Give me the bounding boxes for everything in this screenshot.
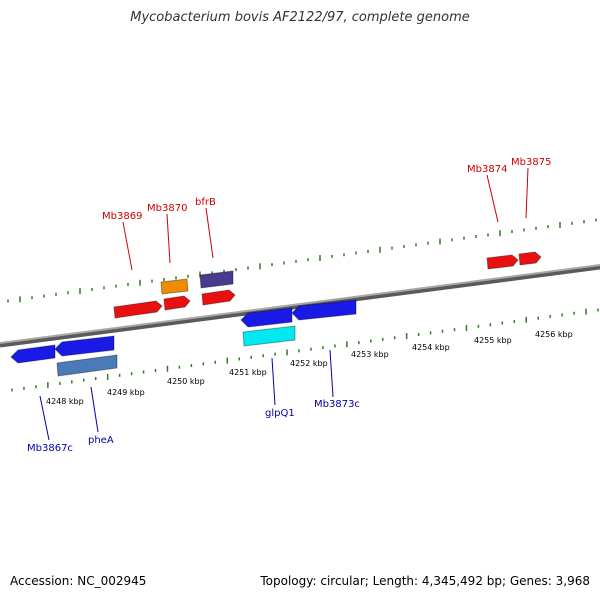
gene-arrow-mb3870[interactable] [163, 295, 191, 311]
scale-label: 4256 kbp [535, 330, 573, 339]
scale-label: 4254 kbp [412, 343, 450, 352]
gene-label-mb3874[interactable]: Mb3874 [467, 164, 507, 175]
upper-tick-row [7, 218, 597, 303]
gene-arrow-mb3869[interactable] [113, 300, 163, 319]
scale-label: 4252 kbp [290, 359, 328, 368]
scale-label: 4250 kbp [167, 377, 205, 386]
gene-box-purple[interactable] [199, 270, 234, 289]
gene-arrow-glpq1-neighbor[interactable] [240, 307, 293, 328]
scale-labels: 4248 kbp 4249 kbp 4250 kbp 4251 kbp 4252… [46, 330, 573, 406]
lower-tick-row [11, 308, 599, 392]
scale-label: 4255 kbp [474, 336, 512, 345]
gene-arrow-mb3867c[interactable] [10, 344, 56, 364]
gene-label-bfrb[interactable]: bfrB [195, 197, 216, 208]
gene-label-mb3869[interactable]: Mb3869 [102, 211, 142, 222]
gene-arrow-mb3875[interactable] [518, 251, 542, 266]
gene-arrow-mb3873c[interactable] [291, 299, 357, 321]
forward-leader-lines [122, 167, 529, 271]
gene-arrow-mb3874[interactable] [486, 254, 519, 270]
scale-label: 4251 kbp [229, 368, 267, 377]
gene-box-steel[interactable] [56, 354, 118, 377]
gene-arrow-phea[interactable] [54, 335, 115, 357]
map-title: Mycobacterium bovis AF2122/97, complete … [130, 10, 470, 25]
gene-label-mb3873c[interactable]: Mb3873c [314, 399, 360, 410]
gene-box-orange[interactable] [160, 278, 189, 295]
accession-text: Accession: NC_002945 [10, 574, 147, 588]
genome-backbone [0, 264, 600, 344]
gene-arrow-bfrb[interactable] [201, 289, 236, 306]
scale-label: 4249 kbp [107, 388, 145, 397]
forward-gene-labels: Mb3869 Mb3870 bfrB Mb3874 Mb3875 [102, 157, 551, 222]
forward-genes [113, 251, 542, 319]
gene-label-mb3875[interactable]: Mb3875 [511, 157, 551, 168]
gene-label-phea[interactable]: pheA [88, 435, 114, 446]
gene-label-glpq1[interactable]: glpQ1 [265, 408, 295, 419]
gene-label-mb3867c[interactable]: Mb3867c [27, 443, 73, 454]
genome-summary-text: Topology: circular; Length: 4,345,492 bp… [260, 574, 590, 588]
gene-label-mb3870[interactable]: Mb3870 [147, 203, 187, 214]
scale-label: 4248 kbp [46, 397, 84, 406]
scale-label: 4253 kbp [351, 350, 389, 359]
gene-box-cyan[interactable] [242, 325, 296, 347]
reverse-genes [10, 299, 357, 377]
reverse-gene-labels: Mb3867c pheA glpQ1 Mb3873c [27, 399, 360, 454]
reverse-leader-lines [39, 349, 334, 441]
